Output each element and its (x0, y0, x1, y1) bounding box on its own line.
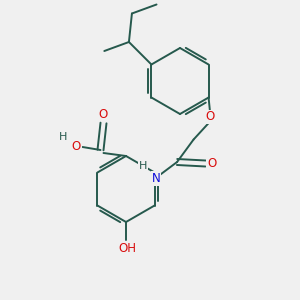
Text: O: O (206, 110, 215, 124)
Text: O: O (99, 107, 108, 121)
Text: N: N (152, 172, 161, 185)
Text: O: O (72, 140, 81, 154)
Text: O: O (207, 157, 216, 170)
Text: OH: OH (118, 242, 136, 256)
Text: H: H (138, 161, 147, 172)
Text: H: H (59, 131, 67, 142)
